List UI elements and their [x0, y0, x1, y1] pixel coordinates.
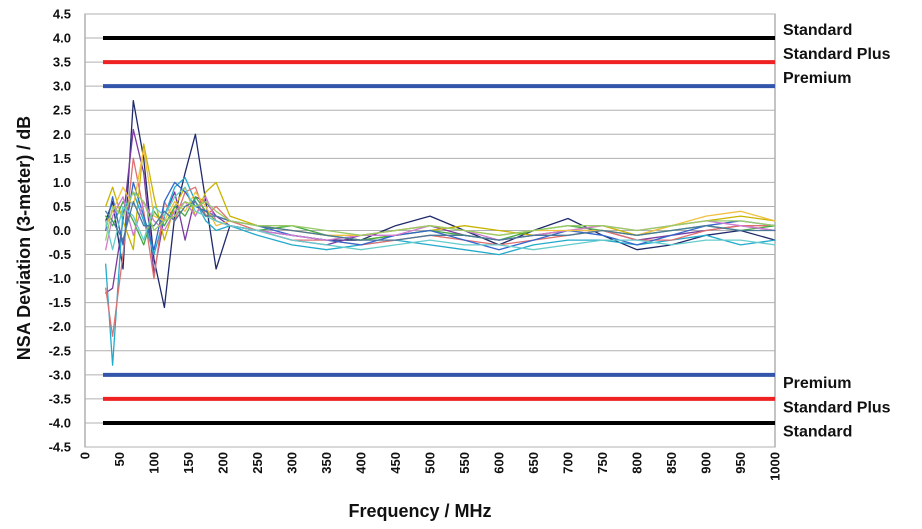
y-tick-label: 3.5 — [53, 55, 71, 70]
y-tick-label: -2.5 — [49, 343, 71, 358]
x-tick-label: 350 — [319, 452, 334, 474]
limit-label: Standard — [783, 22, 852, 39]
x-tick-label: 800 — [630, 452, 645, 474]
x-tick-label: 450 — [388, 452, 403, 474]
limit-label: Standard Plus — [783, 46, 891, 63]
x-tick-label: 100 — [147, 452, 162, 474]
x-tick-label: 850 — [664, 452, 679, 474]
y-tick-label: 0.5 — [53, 199, 71, 214]
y-tick-label: -2.0 — [49, 319, 71, 334]
y-tick-label: -1.5 — [49, 295, 71, 310]
series-line-10 — [105, 186, 776, 251]
y-axis-title: NSA Deviation (3-meter) / dB — [14, 116, 34, 360]
y-tick-label: -4.0 — [49, 415, 71, 430]
x-tick-label: 50 — [112, 452, 127, 466]
x-tick-label: 500 — [423, 452, 438, 474]
limit-labels: Standard Standard Plus Premium Premium Stand… — [783, 22, 891, 440]
y-tick-label: 2.0 — [53, 127, 71, 142]
y-tick-label: 1.5 — [53, 151, 71, 166]
x-tick-label: 150 — [181, 452, 196, 474]
y-tick-label: -0.5 — [49, 247, 71, 262]
y-tick-label: 1.0 — [53, 175, 71, 190]
y-tick-label: 4.0 — [53, 31, 71, 46]
y-tick-label: -4.5 — [49, 440, 71, 455]
y-tick-label: 3.0 — [53, 79, 71, 94]
y-tick-label: 0.0 — [53, 223, 71, 238]
y-tick-label: 2.5 — [53, 103, 71, 118]
y-tick-label: -3.5 — [49, 391, 71, 406]
x-tick-label: 900 — [699, 452, 714, 474]
x-tick-label: 300 — [285, 452, 300, 474]
limit-label: Premium — [783, 375, 851, 392]
y-tick-labels: 4.5 4.0 3.5 3.0 2.5 2.0 1.5 1.0 0.5 0.0 -0.5 -1.0 -1… — [49, 7, 71, 455]
series-line-11 — [105, 200, 776, 241]
x-tick-label: 250 — [250, 452, 265, 474]
series-line-12 — [105, 191, 776, 241]
limit-label: Premium — [783, 70, 851, 87]
limit-label: Standard Plus — [783, 399, 891, 416]
y-tick-label: -3.0 — [49, 367, 71, 382]
x-axis-title: Frequency / MHz — [348, 501, 491, 521]
series-line-4 — [105, 176, 776, 366]
x-tick-label: 400 — [354, 452, 369, 474]
x-tick-label: 650 — [526, 452, 541, 474]
x-tick-labels: 0 50 100 150 200 250 300 350 400 450 500 550 600 650 7… — [78, 452, 783, 481]
series-lines — [105, 99, 776, 366]
y-tick-label: -1.0 — [49, 271, 71, 286]
x-tick-label: 750 — [595, 452, 610, 474]
x-tick-label: 200 — [216, 452, 231, 474]
x-tick-label: 0 — [78, 452, 93, 459]
x-tick-label: 600 — [492, 452, 507, 474]
x-tick-label: 950 — [733, 452, 748, 474]
x-tick-label: 550 — [457, 452, 472, 474]
y-tick-label: 4.5 — [53, 7, 71, 22]
limit-lines — [103, 36, 775, 425]
x-tick-label: 700 — [561, 452, 576, 474]
limit-label: Standard — [783, 423, 852, 440]
x-tick-label: 1000 — [768, 452, 783, 481]
